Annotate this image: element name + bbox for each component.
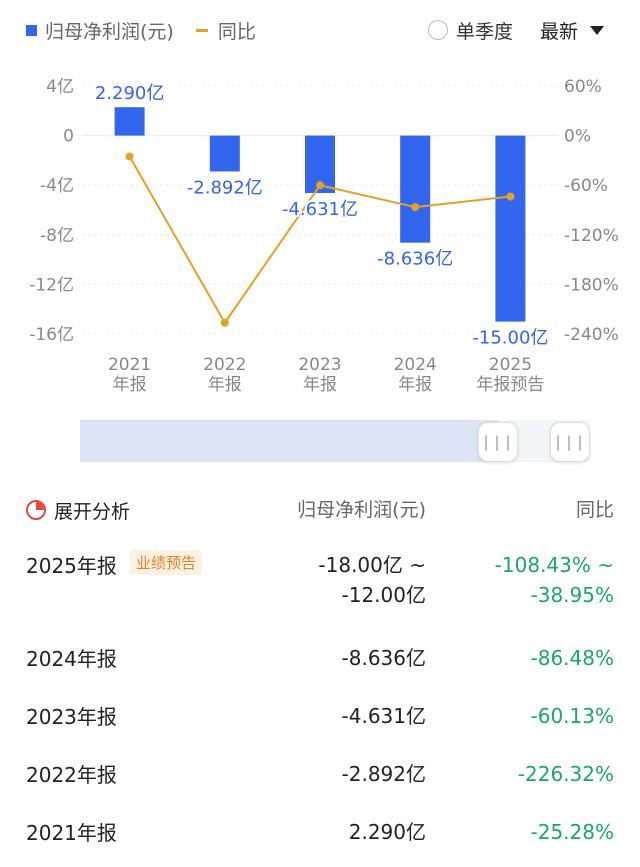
y-left-tick-label: 0 xyxy=(63,127,74,147)
line-legend-label: 同比 xyxy=(217,20,256,43)
row-period: 2022年报 xyxy=(26,763,117,787)
row-period: 2021年报 xyxy=(26,821,117,845)
bar xyxy=(495,135,526,322)
latest-label: 最新 xyxy=(540,20,579,43)
caret-down-icon xyxy=(590,25,605,35)
quarterly-label: 单季度 xyxy=(456,20,514,43)
x-tick-label: 2025 xyxy=(489,355,532,375)
yoy-column-header: 同比 xyxy=(575,499,614,521)
bar xyxy=(400,135,431,243)
y-right-tick-label: -240% xyxy=(564,325,619,345)
handle-grip-icon: ||| xyxy=(481,433,515,451)
yoy-line: -38.95% xyxy=(530,583,614,607)
x-tick-label: 2024 xyxy=(394,355,437,375)
y-right-tick-label: -180% xyxy=(564,275,619,295)
x-tick-label: 年报预告 xyxy=(476,375,544,395)
bar-data-label: -4.631亿 xyxy=(282,199,358,220)
handle-grip-icon: ||| xyxy=(553,433,587,451)
pie-chart-icon xyxy=(26,500,46,520)
slider-left-handle[interactable]: ||| xyxy=(478,422,518,462)
bar xyxy=(114,107,145,136)
value-line: -18.00亿 ~ xyxy=(318,553,426,577)
x-tick-label: 2022 xyxy=(203,355,246,375)
y-right-tick-label: 0% xyxy=(564,127,591,147)
bar-data-label: -15.00亿 xyxy=(472,328,548,349)
yoy-point xyxy=(411,203,420,212)
row-yoy: -226.32% xyxy=(517,762,614,786)
radio-circle-icon[interactable] xyxy=(428,20,448,40)
row-period: 2025年报 xyxy=(26,554,117,578)
row-value: 2.290亿 xyxy=(348,820,426,844)
row-yoy: -60.13% xyxy=(530,704,614,728)
forecast-badge: 业绩预告 xyxy=(130,550,203,575)
line-legend-swatch xyxy=(195,28,208,32)
x-tick-label: 年报 xyxy=(208,375,242,395)
range-slider[interactable]: ||| ||| xyxy=(80,420,590,462)
yoy-point xyxy=(220,318,229,327)
row-value: -2.892亿 xyxy=(341,762,426,786)
profit-chart: 4亿 0 -4亿 -8亿 -12亿 -16亿 60% 0% -60% -120% -180% -240… xyxy=(29,77,619,395)
x-tick-label: 2023 xyxy=(298,355,341,375)
y-right-tick-label: 60% xyxy=(564,77,602,97)
x-tick-label: 年报 xyxy=(398,375,432,395)
value-column-header: 归母净利润(元) xyxy=(297,499,426,521)
row-value: -18.00亿 ~ -12.00亿 xyxy=(318,550,426,610)
bar xyxy=(209,135,240,172)
row-value: -4.631亿 xyxy=(341,704,426,728)
bar-legend-swatch xyxy=(26,24,37,36)
y-left-tick-label: -4亿 xyxy=(40,176,74,196)
row-yoy: -25.28% xyxy=(530,820,614,844)
value-line: -12.00亿 xyxy=(341,583,426,607)
x-tick-label: 年报 xyxy=(303,375,337,395)
y-right-tick-label: -60% xyxy=(564,176,608,196)
y-left-tick-label: -12亿 xyxy=(29,275,74,295)
x-tick-label: 2021 xyxy=(108,355,151,375)
yoy-point xyxy=(506,192,515,201)
bar-data-label: -8.636亿 xyxy=(377,249,453,270)
row-yoy: -108.43% ~ -38.95% xyxy=(495,550,614,610)
bar-data-label: 2.290亿 xyxy=(95,83,165,104)
table-header: 展开分析 归母净利润(元) 同比 xyxy=(0,492,640,528)
row-period: 2023年报 xyxy=(26,705,117,729)
latest-dropdown[interactable]: 最新 xyxy=(540,14,605,46)
y-left-tick-label: 4亿 xyxy=(46,77,74,97)
row-yoy: -86.48% xyxy=(530,646,614,670)
x-tick-label: 年报 xyxy=(113,375,147,395)
bar-data-label: -2.892亿 xyxy=(187,177,263,198)
y-left-tick-label: -8亿 xyxy=(40,226,74,246)
row-period: 2024年报 xyxy=(26,647,117,671)
expand-analysis-label: 展开分析 xyxy=(54,500,131,523)
slider-selected-range xyxy=(80,420,498,462)
expand-analysis-button[interactable]: 展开分析 xyxy=(26,492,130,528)
yoy-line: -108.43% ~ xyxy=(494,553,614,577)
y-left-tick-label: -16亿 xyxy=(29,325,74,345)
yoy-point xyxy=(125,152,134,161)
quarterly-toggle[interactable]: 单季度 xyxy=(428,14,513,46)
yoy-point xyxy=(316,181,324,190)
row-value: -8.636亿 xyxy=(341,646,426,670)
chart-legend: 归母净利润(元) 同比 xyxy=(26,14,256,46)
slider-right-handle[interactable]: ||| xyxy=(550,422,590,462)
y-right-tick-label: -120% xyxy=(564,226,619,246)
bar-legend-label: 归母净利润(元) xyxy=(45,20,174,43)
